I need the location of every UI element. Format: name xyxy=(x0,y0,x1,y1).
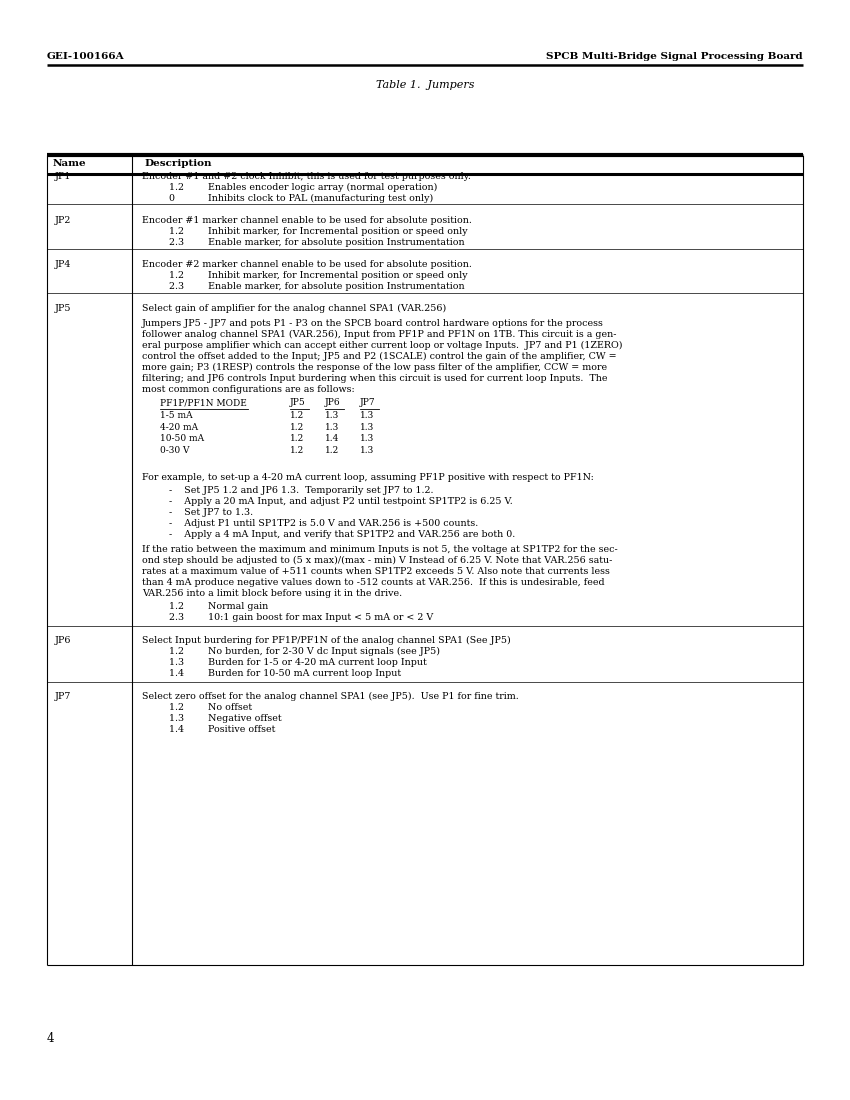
Text: -    Set JP7 to 1.3.: - Set JP7 to 1.3. xyxy=(169,508,253,517)
Text: 1.3: 1.3 xyxy=(325,411,339,420)
Text: Encoder #1 and #2 clock Inhibit; this is used for test purposes only.: Encoder #1 and #2 clock Inhibit; this is… xyxy=(142,172,471,182)
Text: 1.4        Positive offset: 1.4 Positive offset xyxy=(169,725,275,734)
Text: JP7: JP7 xyxy=(55,692,71,701)
Text: rates at a maximum value of +511 counts when SP1TP2 exceeds 5 V. Also note that : rates at a maximum value of +511 counts … xyxy=(142,566,609,576)
Text: 1.3: 1.3 xyxy=(360,446,374,454)
Text: Description: Description xyxy=(144,160,212,168)
Text: eral purpose amplifier which can accept either current loop or voltage Inputs.  : eral purpose amplifier which can accept … xyxy=(142,341,622,350)
Text: than 4 mA produce negative values down to -512 counts at VAR.256.  If this is un: than 4 mA produce negative values down t… xyxy=(142,578,604,587)
Text: JP7: JP7 xyxy=(360,398,376,407)
Text: JP5: JP5 xyxy=(55,304,71,313)
Text: 1.3: 1.3 xyxy=(360,422,374,431)
Text: 1.2        No burden, for 2-30 V dc Input signals (see JP5): 1.2 No burden, for 2-30 V dc Input signa… xyxy=(169,647,440,656)
Text: 0           Inhibits clock to PAL (manufacturing test only): 0 Inhibits clock to PAL (manufacturing t… xyxy=(169,194,434,204)
Text: JP4: JP4 xyxy=(55,260,71,270)
Text: 1.2        Inhibit marker, for Incremental position or speed only: 1.2 Inhibit marker, for Incremental posi… xyxy=(169,271,468,281)
Text: PF1P/PF1N MODE: PF1P/PF1N MODE xyxy=(160,398,246,407)
Text: 1.3: 1.3 xyxy=(360,411,374,420)
Text: 4-20 mA: 4-20 mA xyxy=(160,422,198,431)
Text: Select zero offset for the analog channel SPA1 (see JP5).  Use P1 for fine trim.: Select zero offset for the analog channe… xyxy=(142,692,518,701)
Text: 1.2: 1.2 xyxy=(290,434,304,443)
Text: JP5: JP5 xyxy=(290,398,306,407)
Text: -    Adjust P1 until SP1TP2 is 5.0 V and VAR.256 is +500 counts.: - Adjust P1 until SP1TP2 is 5.0 V and VA… xyxy=(169,519,479,528)
Text: 1.2: 1.2 xyxy=(290,422,304,431)
Text: 1-5 mA: 1-5 mA xyxy=(160,411,193,420)
Text: more gain; P3 (1RESP) controls the response of the low pass filter of the amplif: more gain; P3 (1RESP) controls the respo… xyxy=(142,363,607,372)
Text: 10-50 mA: 10-50 mA xyxy=(160,434,204,443)
Text: 0-30 V: 0-30 V xyxy=(160,446,190,454)
Text: VAR.256 into a limit block before using it in the drive.: VAR.256 into a limit block before using … xyxy=(142,588,402,598)
Text: Encoder #1 marker channel enable to be used for absolute position.: Encoder #1 marker channel enable to be u… xyxy=(142,216,472,225)
Text: 1.4        Burden for 10-50 mA current loop Input: 1.4 Burden for 10-50 mA current loop Inp… xyxy=(169,669,401,678)
Text: 1.2: 1.2 xyxy=(290,446,304,454)
Text: 1.2        Enables encoder logic array (normal operation): 1.2 Enables encoder logic array (normal … xyxy=(169,183,438,192)
Text: SPCB Multi-Bridge Signal Processing Board: SPCB Multi-Bridge Signal Processing Boar… xyxy=(547,52,803,60)
Text: JP6: JP6 xyxy=(325,398,341,407)
Text: GEI-100166A: GEI-100166A xyxy=(47,52,125,60)
Text: Select gain of amplifier for the analog channel SPA1 (VAR.256): Select gain of amplifier for the analog … xyxy=(142,304,446,313)
Text: Name: Name xyxy=(53,160,87,168)
Text: ond step should be adjusted to (5 x max)/(max - min) V Instead of 6.25 V. Note t: ond step should be adjusted to (5 x max)… xyxy=(142,556,612,565)
Text: 1.2        No offset: 1.2 No offset xyxy=(169,703,252,712)
Text: 2.3        Enable marker, for absolute position Instrumentation: 2.3 Enable marker, for absolute position… xyxy=(169,282,465,292)
Text: If the ratio between the maximum and minimum Inputs is not 5, the voltage at SP1: If the ratio between the maximum and min… xyxy=(142,544,618,554)
Text: control the offset added to the Input; JP5 and P2 (1SCALE) control the gain of t: control the offset added to the Input; J… xyxy=(142,352,616,361)
Text: Select Input burdering for PF1P/PF1N of the analog channel SPA1 (See JP5): Select Input burdering for PF1P/PF1N of … xyxy=(142,636,511,645)
Text: 1.3        Negative offset: 1.3 Negative offset xyxy=(169,714,281,723)
Text: 2.3        Enable marker, for absolute position Instrumentation: 2.3 Enable marker, for absolute position… xyxy=(169,238,465,248)
Text: Encoder #2 marker channel enable to be used for absolute position.: Encoder #2 marker channel enable to be u… xyxy=(142,260,472,270)
Text: 1.3: 1.3 xyxy=(360,434,374,443)
Text: Jumpers JP5 - JP7 and pots P1 - P3 on the SPCB board control hardware options fo: Jumpers JP5 - JP7 and pots P1 - P3 on th… xyxy=(142,319,604,328)
Text: 1.4: 1.4 xyxy=(325,434,339,443)
Text: Table 1.  Jumpers: Table 1. Jumpers xyxy=(376,80,474,90)
Text: 1.3: 1.3 xyxy=(325,422,339,431)
Text: 4: 4 xyxy=(47,1032,54,1045)
Text: 1.2: 1.2 xyxy=(325,446,339,454)
Text: 1.2        Inhibit marker, for Incremental position or speed only: 1.2 Inhibit marker, for Incremental posi… xyxy=(169,227,468,236)
Text: -    Apply a 4 mA Input, and verify that SP1TP2 and VAR.256 are both 0.: - Apply a 4 mA Input, and verify that SP… xyxy=(169,530,515,539)
Text: JP6: JP6 xyxy=(55,636,71,645)
Text: 1.2        Normal gain: 1.2 Normal gain xyxy=(169,602,269,610)
Text: 2.3        10:1 gain boost for max Input < 5 mA or < 2 V: 2.3 10:1 gain boost for max Input < 5 mA… xyxy=(169,613,434,621)
Text: For example, to set-up a 4-20 mA current loop, assuming PF1P positive with respe: For example, to set-up a 4-20 mA current… xyxy=(142,473,594,482)
Text: JP1: JP1 xyxy=(55,172,71,182)
Text: 1.3        Burden for 1-5 or 4-20 mA current loop Input: 1.3 Burden for 1-5 or 4-20 mA current lo… xyxy=(169,658,427,667)
Text: -    Apply a 20 mA Input, and adjust P2 until testpoint SP1TP2 is 6.25 V.: - Apply a 20 mA Input, and adjust P2 unt… xyxy=(169,497,513,506)
Text: 1.2: 1.2 xyxy=(290,411,304,420)
Text: most common configurations are as follows:: most common configurations are as follow… xyxy=(142,385,354,394)
Text: JP2: JP2 xyxy=(55,216,71,225)
Text: filtering; and JP6 controls Input burdering when this circuit is used for curren: filtering; and JP6 controls Input burder… xyxy=(142,374,608,383)
Text: -    Set JP5 1.2 and JP6 1.3.  Temporarily set JP7 to 1.2.: - Set JP5 1.2 and JP6 1.3. Temporarily s… xyxy=(169,486,434,495)
Text: follower analog channel SPA1 (VAR.256), Input from PF1P and PF1N on 1TB. This ci: follower analog channel SPA1 (VAR.256), … xyxy=(142,330,616,339)
